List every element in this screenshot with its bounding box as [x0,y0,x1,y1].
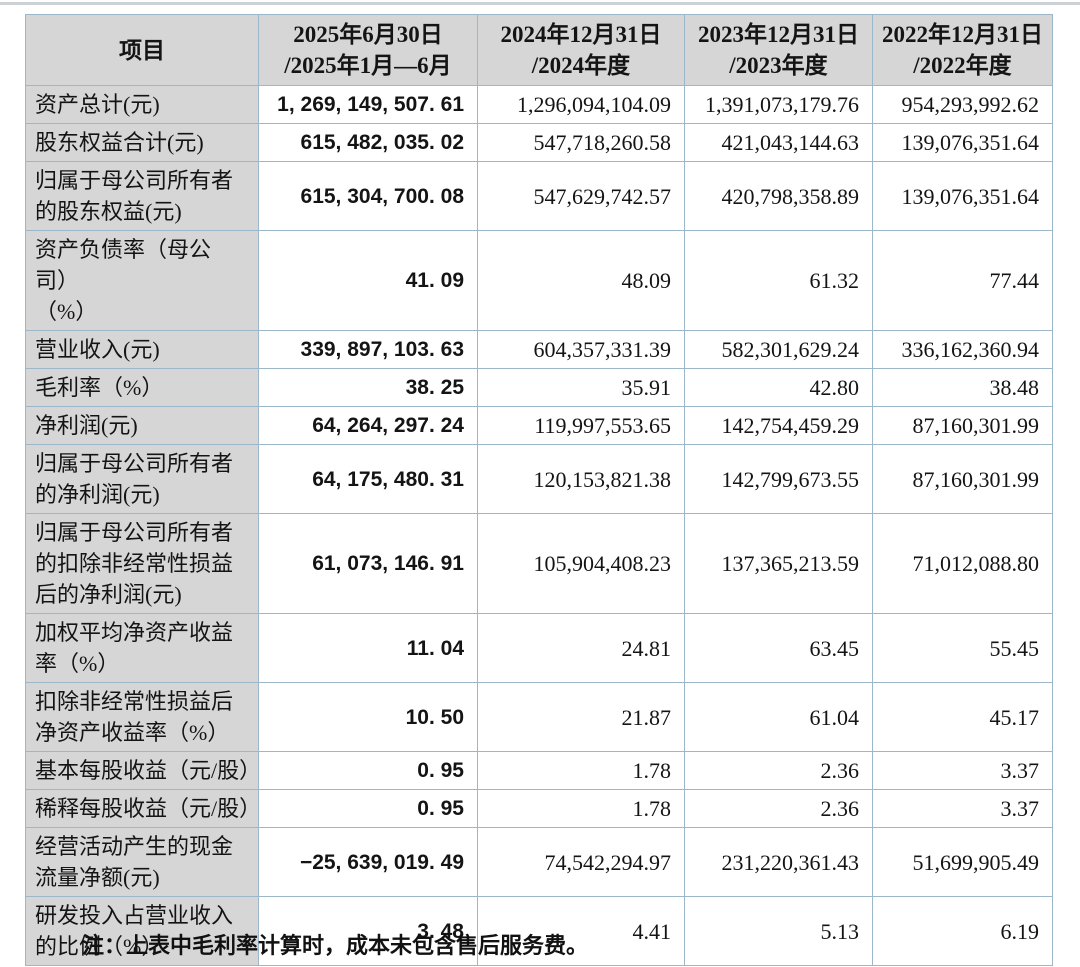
row-value: 87,160,301.99 [872,444,1053,514]
row-value: 74,542,294.97 [477,827,685,897]
table-row: 经营活动产生的现金 流量净额(元) −25, 639, 019. 49 74,542… [25,827,1053,897]
row-value: 0. 95 [258,751,478,790]
table-row: 营业收入(元) 339, 897, 103. 63 604,357,331.39 58… [25,330,1053,369]
row-value: 3. 48 [258,896,478,966]
row-value: 38.48 [872,368,1053,407]
row-label: 研发投入占营业收入 的比例（%） [25,896,259,966]
row-value: 105,904,408.23 [477,513,685,614]
table-row: 资产负债率（母公司） （%） 41. 09 48.09 61.32 77.44 [25,230,1053,331]
row-value: 1,391,073,179.76 [684,85,873,124]
table-header-row: 项目 2025年6月30日 /2025年1月—6月 2024年12月31日 /2… [25,14,1053,86]
row-value: 954,293,992.62 [872,85,1053,124]
row-value: 71,012,088.80 [872,513,1053,614]
row-value: 51,699,905.49 [872,827,1053,897]
row-value: 61.32 [684,230,873,331]
table-row: 归属于母公司所有者 的股东权益(元) 615, 304, 700. 08 547,6… [25,161,1053,231]
header-period-2024: 2024年12月31日 /2024年度 [477,14,685,86]
row-label: 经营活动产生的现金 流量净额(元) [25,827,259,897]
row-value: 38. 25 [258,368,478,407]
row-value: 63.45 [684,613,873,683]
row-value: 142,754,459.29 [684,406,873,445]
row-value: 1,296,094,104.09 [477,85,685,124]
table-row: 资产总计(元) 1, 269, 149, 507. 61 1,296,094,104… [25,85,1053,124]
row-label: 归属于母公司所有者 的净利润(元) [25,444,259,514]
table-row: 稀释每股收益（元/股） 0. 95 1.78 2.36 3.37 [25,789,1053,828]
row-label: 股东权益合计(元) [25,123,259,162]
row-label: 稀释每股收益（元/股） [25,789,261,828]
row-value: 5.13 [684,896,873,966]
row-label: 归属于母公司所有者 的股东权益(元) [25,161,259,231]
row-value: 35.91 [477,368,685,407]
table-row: 归属于母公司所有者 的净利润(元) 64, 175, 480. 31 120,153… [25,444,1053,514]
row-value: 547,718,260.58 [477,123,685,162]
row-value: 61.04 [684,682,873,752]
row-value: 137,365,213.59 [684,513,873,614]
row-value: 547,629,742.57 [477,161,685,231]
table-row: 净利润(元) 64, 264, 297. 24 119,997,553.65 142,… [25,406,1053,445]
table-row: 基本每股收益（元/股） 0. 95 1.78 2.36 3.37 [25,751,1053,790]
header-period-2025: 2025年6月30日 /2025年1月—6月 [258,14,478,86]
row-value: 604,357,331.39 [477,330,685,369]
row-value: 48.09 [477,230,685,331]
row-label: 营业收入(元) [25,330,259,369]
row-value: 87,160,301.99 [872,406,1053,445]
row-value: 139,076,351.64 [872,123,1053,162]
row-value: 339, 897, 103. 63 [258,330,478,369]
row-label: 扣除非经常性损益后 净资产收益率（%） [25,682,259,752]
row-value: 120,153,821.38 [477,444,685,514]
row-label: 资产负债率（母公司） （%） [25,230,259,331]
row-label: 基本每股收益（元/股） [25,751,261,790]
row-value: 11. 04 [258,613,478,683]
footnote: 注：上表中毛利率计算时，成本未包含售后服务费。 [82,933,589,958]
top-divider-line [0,2,1080,5]
row-value: 55.45 [872,613,1053,683]
table-row: 归属于母公司所有者 的扣除非经常性损益 后的净利润(元) 61, 073, 146… [25,513,1053,614]
table-row: 扣除非经常性损益后 净资产收益率（%） 10. 50 21.87 61.04 45.17 [25,682,1053,752]
header-item-label: 项目 [25,14,259,86]
row-label: 毛利率（%） [25,368,259,407]
row-value: 420,798,358.89 [684,161,873,231]
row-value: 119,997,553.65 [477,406,685,445]
row-value: 231,220,361.43 [684,827,873,897]
row-value: 77.44 [872,230,1053,331]
row-value: 139,076,351.64 [872,161,1053,231]
row-value: 615, 304, 700. 08 [258,161,478,231]
row-value: 142,799,673.55 [684,444,873,514]
row-value: 64, 175, 480. 31 [258,444,478,514]
row-value: 2.36 [684,789,873,828]
row-value: 615, 482, 035. 02 [258,123,478,162]
row-label: 归属于母公司所有者 的扣除非经常性损益 后的净利润(元) [25,513,259,614]
row-value: 1.78 [477,751,685,790]
row-value: 24.81 [477,613,685,683]
row-value: 582,301,629.24 [684,330,873,369]
table-row: 股东权益合计(元) 615, 482, 035. 02 547,718,260.58… [25,123,1053,162]
row-value: 421,043,144.63 [684,123,873,162]
table-row: 毛利率（%） 38. 25 35.91 42.80 38.48 [25,368,1053,407]
row-label: 加权平均净资产收益 率（%） [25,613,259,683]
row-value: 4.41 [477,896,685,966]
row-value: 10. 50 [258,682,478,752]
row-label: 净利润(元) [25,406,259,445]
row-label: 资产总计(元) [25,85,259,124]
row-value: 61, 073, 146. 91 [258,513,478,614]
row-value: 6.19 [872,896,1053,966]
row-value: 336,162,360.94 [872,330,1053,369]
row-value: −25, 639, 019. 49 [258,827,478,897]
row-value: 3.37 [872,789,1053,828]
row-value: 1.78 [477,789,685,828]
row-value: 64, 264, 297. 24 [258,406,478,445]
header-period-2022: 2022年12月31日 /2022年度 [872,14,1053,86]
row-value: 41. 09 [258,230,478,331]
row-value: 0. 95 [258,789,478,828]
row-value: 45.17 [872,682,1053,752]
row-value: 3.37 [872,751,1053,790]
row-value: 42.80 [684,368,873,407]
row-value: 2.36 [684,751,873,790]
row-value: 21.87 [477,682,685,752]
table-row: 研发投入占营业收入 的比例（%） 3. 48 4.41 5.13 6.19 [25,896,1053,966]
row-value: 1, 269, 149, 507. 61 [258,85,478,124]
table-row: 加权平均净资产收益 率（%） 11. 04 24.81 63.45 55.45 [25,613,1053,683]
financial-summary-table: 项目 2025年6月30日 /2025年1月—6月 2024年12月31日 /2… [25,14,1053,966]
header-period-2023: 2023年12月31日 /2023年度 [684,14,873,86]
